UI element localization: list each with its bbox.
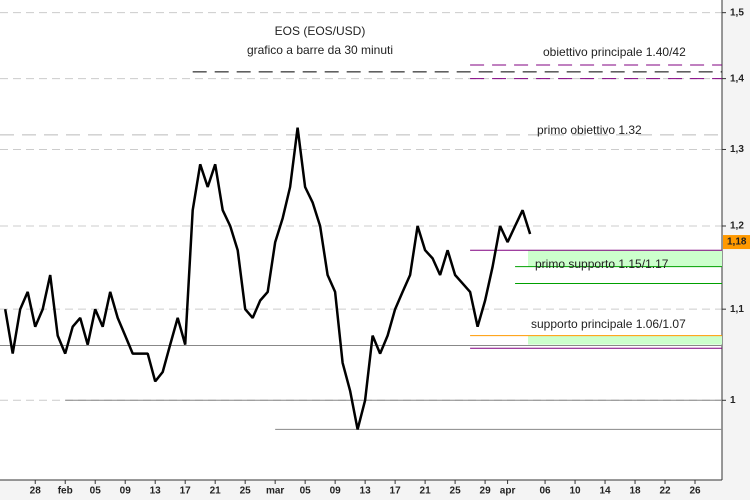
- x-tick-label: 25: [450, 486, 462, 497]
- support-zone: [528, 250, 722, 267]
- x-tick-label: 13: [360, 486, 372, 497]
- chart-title: EOS (EOS/USD): [275, 24, 366, 38]
- x-tick-label: 05: [90, 486, 102, 497]
- support-zone: [528, 335, 722, 345]
- annotation: obiettivo principale 1.40/42: [543, 45, 686, 59]
- x-tick-label: 09: [120, 486, 132, 497]
- price-line: [3, 127, 532, 430]
- x-tick-label: 10: [569, 486, 581, 497]
- x-tick-label: 22: [659, 486, 671, 497]
- y-tick-label: 1,1: [730, 304, 744, 315]
- y-tick-label: 1,4: [730, 73, 744, 84]
- x-tick-label: 17: [390, 486, 402, 497]
- x-tick-label: apr: [500, 486, 516, 497]
- annotation: primo supporto 1.15/1.17: [535, 257, 669, 271]
- x-axis-panel: [0, 480, 750, 500]
- x-tick-label: 26: [689, 486, 701, 497]
- x-tick-label: 09: [330, 486, 342, 497]
- x-tick-label: feb: [58, 486, 73, 497]
- y-axis-panel: [722, 0, 750, 500]
- x-tick-label: 18: [629, 486, 641, 497]
- y-tick-label: 1,5: [730, 7, 744, 18]
- x-tick-label: 05: [300, 486, 312, 497]
- x-tick-label: 14: [599, 486, 611, 497]
- price-tag-label: 1,18: [727, 237, 747, 248]
- y-tick-label: 1,3: [730, 144, 744, 155]
- x-tick-label: 21: [420, 486, 432, 497]
- y-tick-label: 1,2: [730, 221, 744, 232]
- plot: [0, 0, 726, 484]
- x-tick-label: mar: [266, 486, 284, 497]
- x-tick-label: 17: [180, 486, 192, 497]
- x-tick-label: 25: [240, 486, 252, 497]
- annotation: primo obiettivo 1.32: [537, 123, 642, 137]
- x-tick-label: 06: [539, 486, 551, 497]
- chart-subtitle: grafico a barre da 30 minuti: [247, 43, 393, 57]
- y-tick-label: 1: [730, 395, 736, 406]
- annotation: supporto principale 1.06/1.07: [531, 317, 686, 331]
- x-tick-label: 28: [30, 486, 42, 497]
- x-tick-label: 29: [480, 486, 492, 497]
- x-tick-label: 13: [150, 486, 162, 497]
- x-tick-label: 21: [210, 486, 222, 497]
- price-tag: [723, 235, 750, 250]
